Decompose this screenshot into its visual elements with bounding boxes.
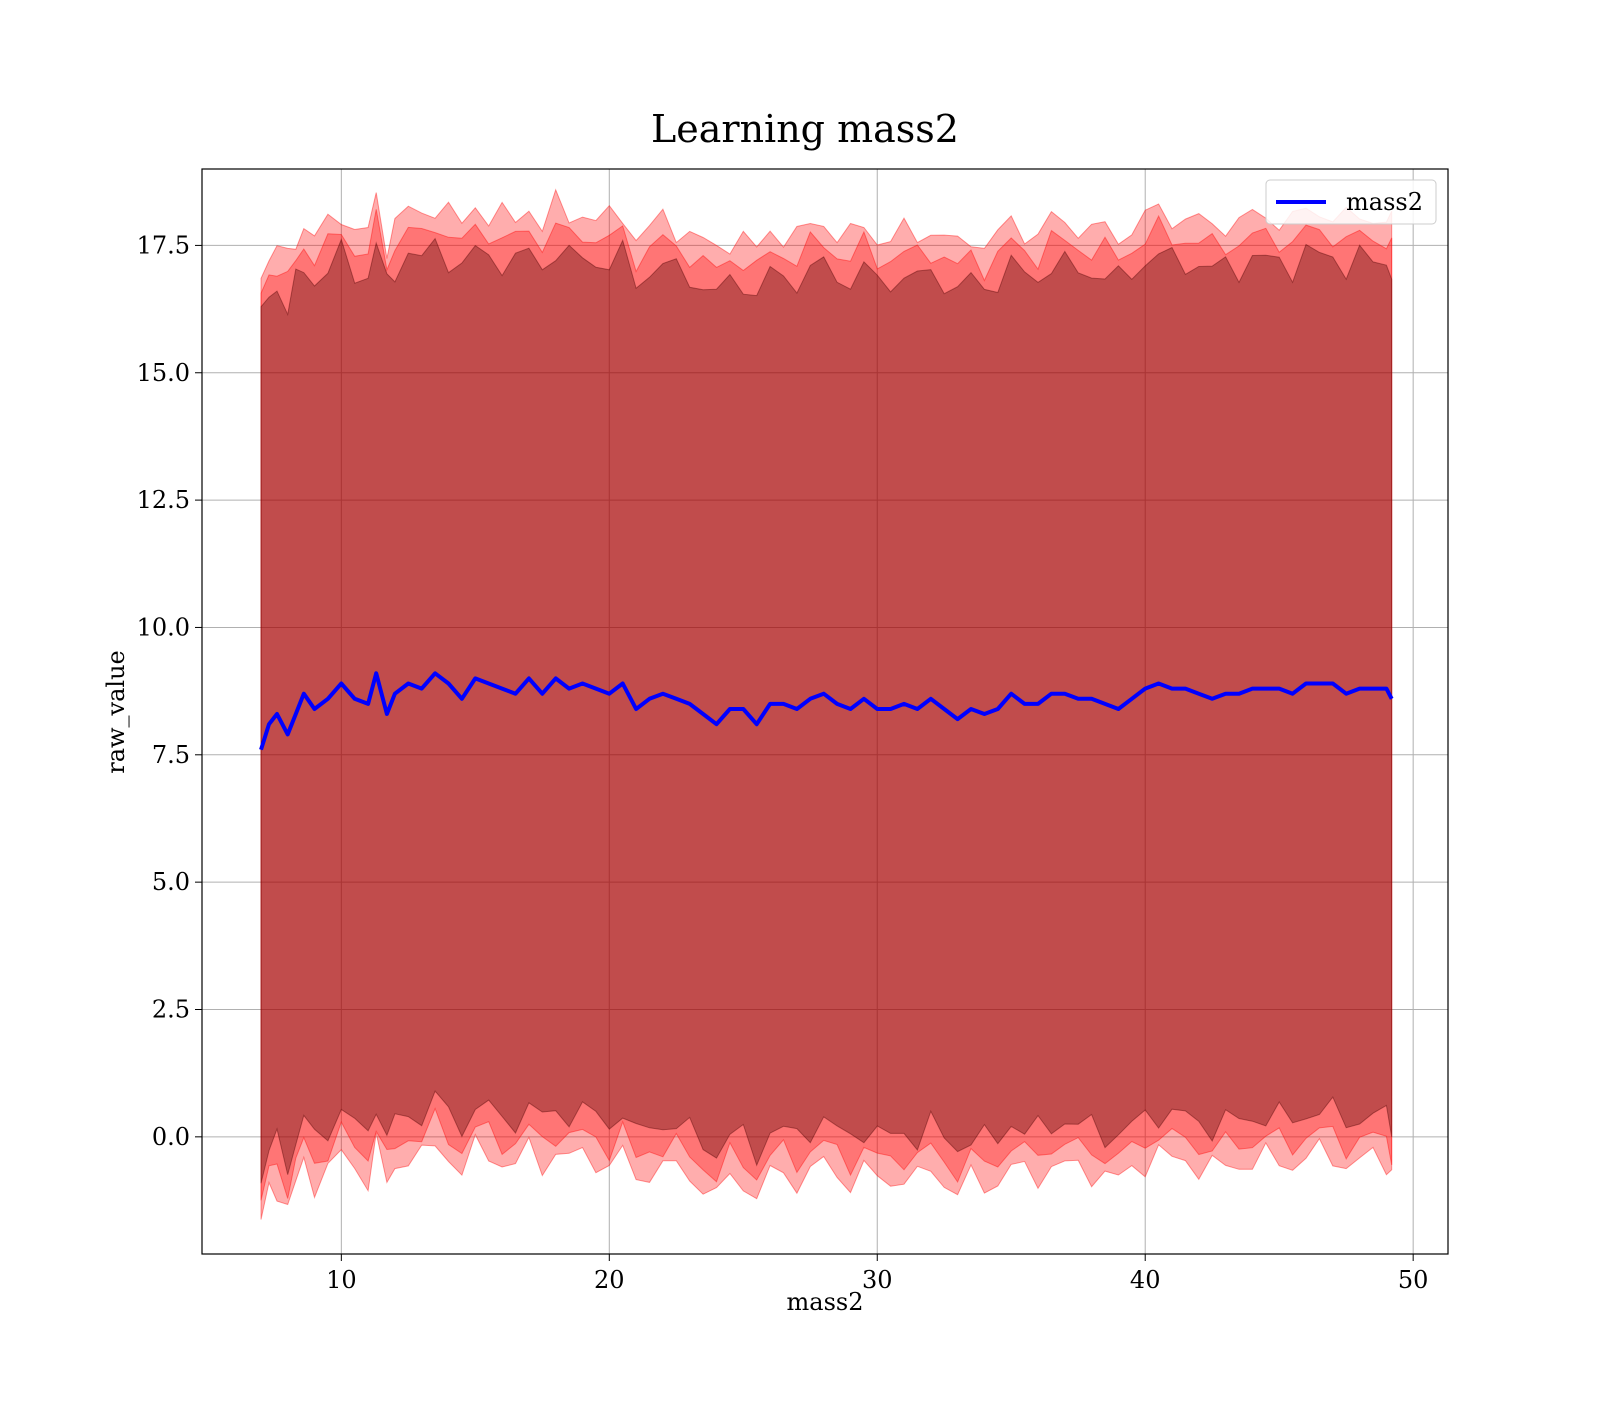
band-outer-2	[260, 209, 1393, 1201]
x-tick-label: 50	[1398, 1266, 1429, 1294]
y-tick-label: 7.5	[152, 741, 190, 769]
y-tick-label: 15.0	[137, 359, 190, 387]
x-tick-label: 20	[594, 1266, 625, 1294]
y-tick-label: 0.0	[152, 1123, 190, 1151]
line-layer	[259, 671, 1394, 751]
series-line-mass2	[259, 671, 1394, 751]
band-outer	[260, 188, 1393, 1220]
y-ticks: 0.0 2.5 5.0 7.5 10.0 12.5 15.0 17.5	[137, 231, 202, 1151]
band-inner	[260, 237, 1393, 1184]
band-layer	[260, 188, 1393, 1220]
grid-layer	[202, 169, 1448, 1254]
legend-label: mass2	[1346, 188, 1423, 216]
legend-box	[1265, 179, 1437, 225]
x-tick-label: 10	[326, 1266, 357, 1294]
x-tick-label: 40	[1130, 1266, 1161, 1294]
y-tick-label: 2.5	[152, 995, 190, 1023]
y-axis-label: raw_value	[102, 650, 130, 774]
x-tick-label: 30	[862, 1266, 893, 1294]
chart-title: Learning mass2	[651, 107, 959, 151]
y-tick-label: 12.5	[137, 486, 190, 514]
y-tick-label: 10.0	[137, 613, 190, 641]
x-axis-label: mass2	[787, 1288, 864, 1316]
x-ticks: 10 20 30 40 50	[326, 1254, 1428, 1294]
y-tick-label: 17.5	[137, 231, 190, 259]
plot-frame	[201, 168, 1449, 1255]
y-tick-label: 5.0	[152, 868, 190, 896]
legend: mass2	[1265, 179, 1437, 225]
